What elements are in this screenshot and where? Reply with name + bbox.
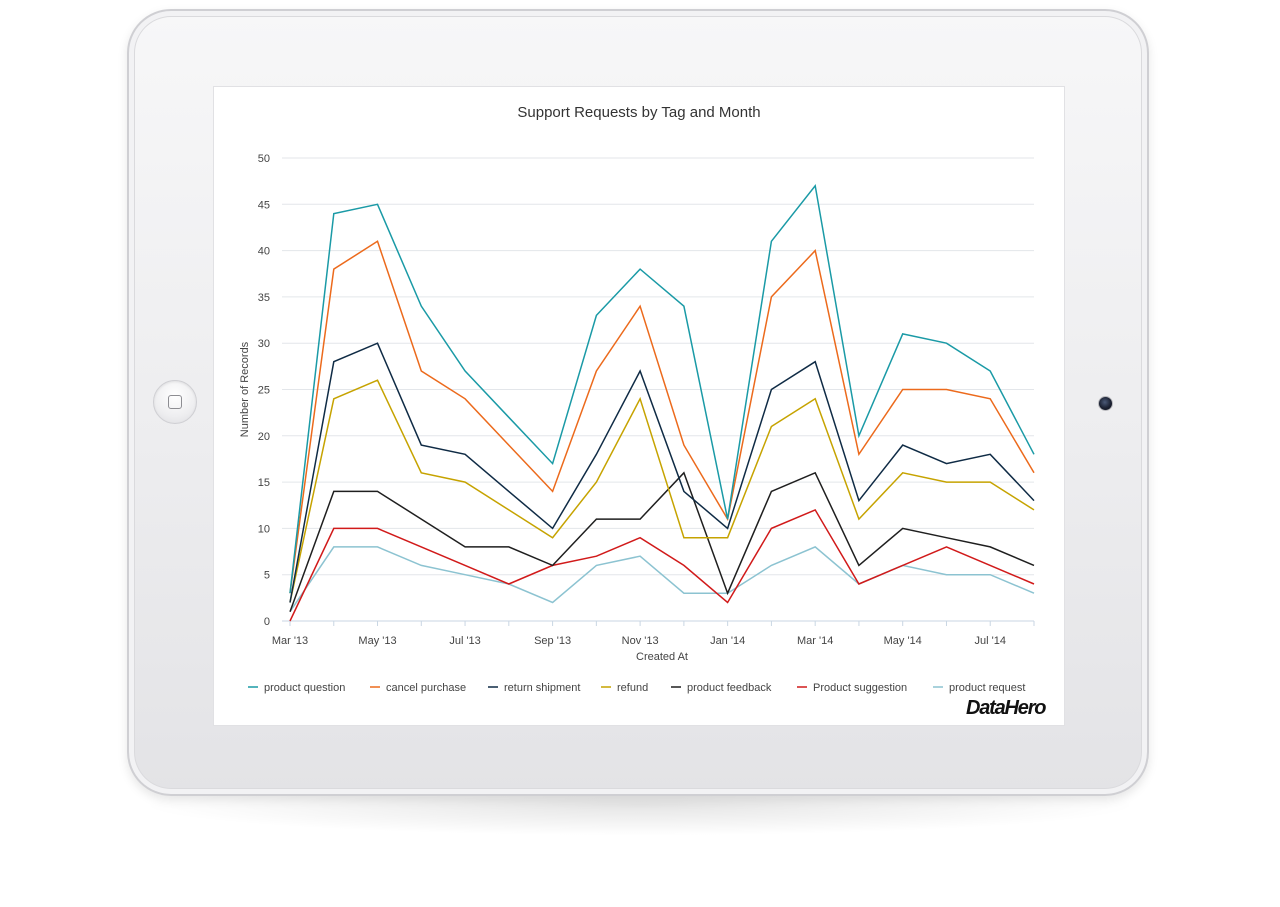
legend-label: refund <box>617 682 648 694</box>
y-axis: 0 5 10 15 20 25 30 35 40 45 50 <box>258 153 270 628</box>
camera-lens-icon <box>1098 396 1113 411</box>
legend-item[interactable]: Product suggestion <box>797 682 907 694</box>
y-tick-label: 40 <box>258 246 270 258</box>
y-tick-label: 10 <box>258 523 270 535</box>
y-tick-label: 15 <box>258 477 270 489</box>
legend-item[interactable]: product request <box>933 682 1025 694</box>
y-tick-label: 25 <box>258 385 270 397</box>
x-tick-label: Jan '14 <box>710 635 745 647</box>
legend-item[interactable]: cancel purchase <box>370 682 466 694</box>
legend-item[interactable]: product feedback <box>671 682 772 694</box>
legend-label: product request <box>949 682 1025 694</box>
x-tick-label: Mar '14 <box>797 635 833 647</box>
series-lines <box>289 184 1035 622</box>
series-line <box>289 342 1035 603</box>
home-button[interactable] <box>153 380 197 424</box>
datahero-logo: DataHero <box>966 697 1047 719</box>
legend-item[interactable]: return shipment <box>488 682 580 694</box>
series-line <box>289 379 1035 603</box>
x-axis: Mar '13 May '13 Jul '13 Sep '13 Nov '13 Jan '… <box>272 621 1035 647</box>
y-tick-label: 50 <box>258 153 270 165</box>
legend-item[interactable]: product question <box>248 682 345 694</box>
series-line <box>289 546 1035 613</box>
x-tick-label: Jul '13 <box>449 635 480 647</box>
x-tick-label: Jul '14 <box>975 635 1006 647</box>
y-tick-label: 0 <box>264 616 270 628</box>
y-tick-label: 30 <box>258 338 270 350</box>
y-tick-label: 45 <box>258 199 270 211</box>
legend-label: Product suggestion <box>813 682 907 694</box>
legend: product question cancel purchase return sh… <box>248 682 1025 694</box>
y-tick-label: 35 <box>258 292 270 304</box>
y-axis-label: Number of Records <box>239 341 251 437</box>
x-axis-label: Created At <box>636 651 688 663</box>
y-tick-label: 20 <box>258 431 270 443</box>
legend-item[interactable]: refund <box>601 682 648 694</box>
series-line <box>289 471 1035 612</box>
x-tick-label: May '13 <box>358 635 396 647</box>
x-tick-label: May '14 <box>884 635 922 647</box>
legend-label: cancel purchase <box>386 682 466 694</box>
home-square-icon <box>168 395 182 409</box>
tablet-screen: Support Requests by Tag and Month 0 5 10 15… <box>214 87 1064 725</box>
legend-label: product feedback <box>687 682 772 694</box>
gridlines <box>282 157 1034 622</box>
series-line <box>289 184 1035 594</box>
x-tick-label: Nov '13 <box>622 635 659 647</box>
legend-label: return shipment <box>504 682 580 694</box>
line-chart: Support Requests by Tag and Month 0 5 10 15… <box>239 104 1035 694</box>
x-tick-label: Sep '13 <box>534 635 571 647</box>
y-tick-label: 5 <box>264 570 270 582</box>
legend-label: product question <box>264 682 345 694</box>
x-tick-label: Mar '13 <box>272 635 308 647</box>
chart-title: Support Requests by Tag and Month <box>517 104 760 121</box>
series-line <box>289 240 1035 594</box>
series-line <box>289 508 1035 622</box>
